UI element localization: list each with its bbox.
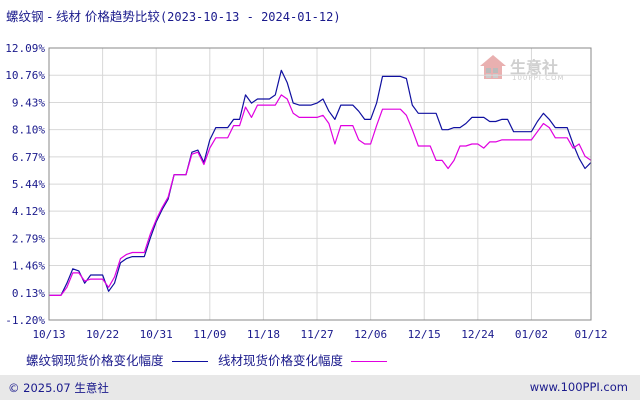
y-tick-label: 9.43% [12,96,45,109]
plot-frame [48,47,592,321]
watermark-logo: 生意社 100PPI.COM [478,52,578,88]
legend-series-2: 线材现货价格变化幅度 [218,350,388,369]
y-tick-label: 8.10% [12,124,45,137]
x-tick-label: 11/09 [193,328,226,341]
y-axis-ticks: 12.09% 10.76% 9.43% 8.10% 6.77% 5.44% 4.12% 2.7… [5,42,45,327]
legend-swatch-2 [351,361,388,362]
x-tick-label: 10/22 [86,328,119,341]
footer-site-link[interactable]: www.100PPI.com [529,380,628,394]
x-tick-label: 12/15 [408,328,441,341]
y-tick-label: 2.79% [12,232,45,245]
legend-series-1: 螺纹钢现货价格变化幅度 [26,350,208,369]
y-tick-label: 12.09% [5,42,45,55]
footer-bar: © 2025.07 生意社 www.100PPI.com [0,375,640,400]
y-tick-label: 10.76% [5,69,45,82]
legend-swatch-1 [171,361,208,362]
house-logo-icon [480,55,506,79]
footer-copyright: © 2025.07 生意社 [8,381,109,395]
x-tick-label: 11/18 [247,328,280,341]
y-tick-label: 1.46% [12,260,45,273]
chart-title: 螺纹钢 - 线材 价格趋势比较(2023-10-13 - 2024-01-12) [6,6,341,25]
x-tick-label: 10/13 [32,328,65,341]
x-tick-label: 11/27 [300,328,333,341]
x-tick-label: 10/31 [140,328,173,341]
y-tick-label: 6.77% [12,151,45,164]
series-line-2 [49,94,592,296]
grid [48,47,592,321]
watermark-url: 100PPI.COM [512,74,565,82]
x-tick-label: 01/12 [574,328,607,341]
y-tick-label: -1.20% [5,314,45,327]
legend-label-1: 螺纹钢现货价格变化幅度 [26,353,164,368]
y-tick-label: 0.13% [12,287,45,300]
legend-label-2: 线材现货价格变化幅度 [218,353,344,368]
chart-title-range: (2023-10-13 - 2024-01-12) [159,10,341,24]
x-tick-label: 12/06 [354,328,387,341]
series-lines [49,69,592,296]
x-tick-label: 12/24 [461,328,494,341]
chart-title-main: 螺纹钢 - 线材 价格趋势比较 [6,9,160,24]
x-tick-label: 01/02 [515,328,548,341]
x-axis-ticks: 10/13 10/22 10/31 11/09 11/18 11/27 12/06 12/15… [32,328,607,341]
watermark-brand: 生意社 [510,58,559,77]
series-line-1 [49,69,592,296]
y-tick-label: 5.44% [12,178,45,191]
y-tick-label: 4.12% [12,205,45,218]
